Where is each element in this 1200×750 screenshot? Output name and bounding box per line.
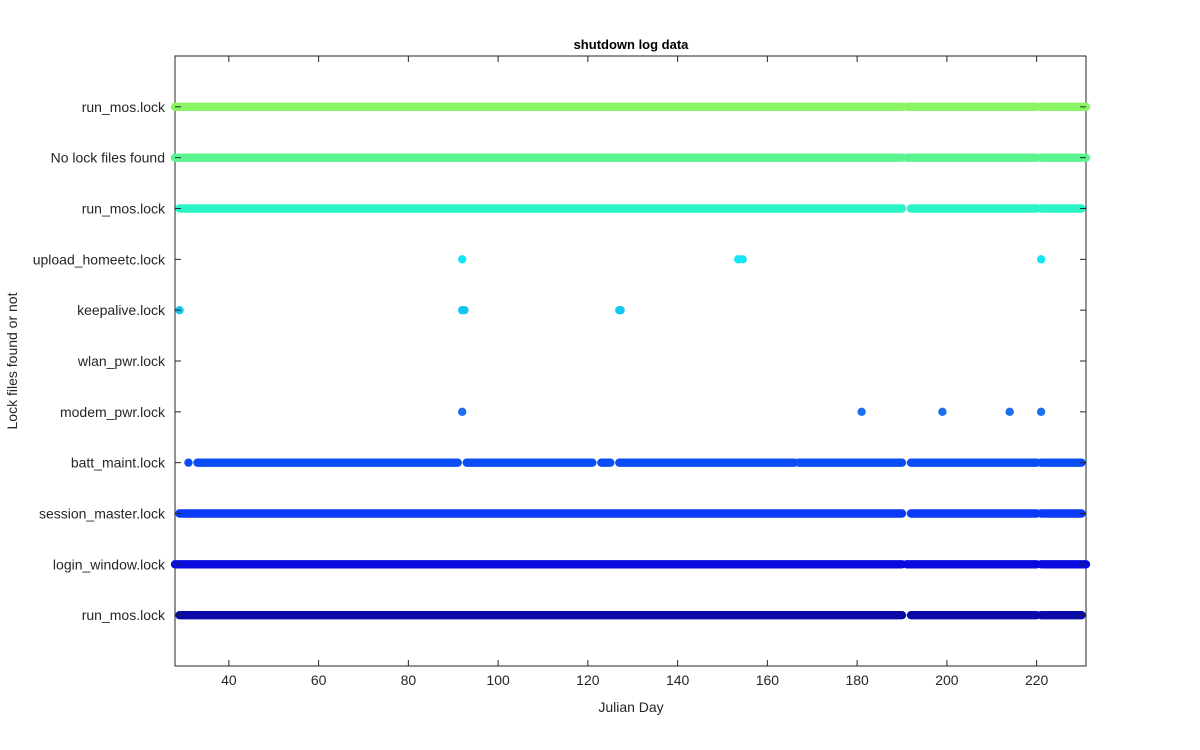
x-tick-label: 200 — [935, 672, 959, 688]
data-point — [184, 458, 193, 467]
data-point — [616, 305, 625, 315]
x-tick-label: 220 — [1025, 672, 1049, 688]
series-row — [184, 458, 1086, 467]
x-tick-label: 140 — [666, 672, 690, 688]
data-point — [458, 407, 467, 417]
y-axis: run_mos.lock login_window.lock session_mas… — [33, 99, 1086, 623]
y-tick-label: login_window.lock — [53, 556, 166, 572]
x-tick-label: 160 — [756, 672, 780, 688]
x-axis-label: Julian Day — [598, 699, 663, 715]
data-point — [460, 305, 469, 315]
y-tick-label: batt_maint.lock — [71, 455, 166, 471]
y-tick-label: run_mos.lock — [82, 99, 166, 115]
x-tick-label: 80 — [401, 672, 417, 688]
x-axis: 40 60 80 100 120 140 160 180 200 220 — [221, 56, 1049, 688]
y-axis-label: Lock files found or not — [4, 292, 20, 429]
series-row — [458, 407, 1046, 417]
series-row — [175, 305, 625, 315]
y-tick-label: upload_homeetc.lock — [33, 251, 166, 267]
data-point — [738, 255, 747, 264]
y-tick-label: modem_pwr.lock — [60, 404, 166, 420]
data-point — [1036, 255, 1046, 264]
y-tick-label: wlan_pwr.lock — [77, 353, 166, 369]
x-tick-label: 40 — [221, 672, 237, 688]
x-tick-label: 60 — [311, 672, 327, 688]
x-tick-label: 100 — [486, 672, 510, 688]
y-tick-label: session_master.lock — [39, 506, 166, 522]
x-tick-label: 120 — [576, 672, 600, 688]
y-tick-label: run_mos.lock — [82, 201, 166, 217]
data-point — [857, 407, 866, 417]
data-marks — [170, 102, 1091, 620]
data-point — [1005, 407, 1014, 417]
plot-area-frame — [174, 55, 1087, 667]
y-tick-label: No lock files found — [51, 150, 165, 166]
data-point — [1036, 407, 1046, 417]
data-point — [938, 407, 947, 417]
x-tick-label: 180 — [845, 672, 869, 688]
y-tick-label: run_mos.lock — [82, 607, 166, 623]
chart-title: shutdown log data — [574, 37, 690, 52]
series-row — [458, 255, 1046, 264]
data-point — [458, 255, 467, 264]
y-tick-label: keepalive.lock — [77, 302, 166, 318]
